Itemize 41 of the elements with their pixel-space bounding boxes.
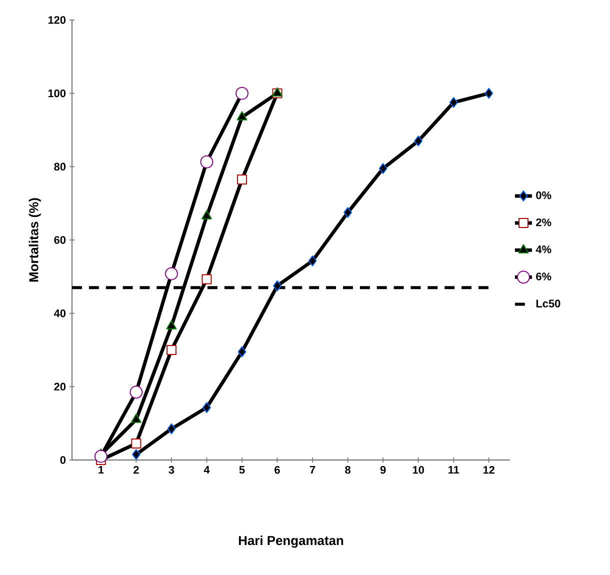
point <box>344 207 352 218</box>
y-tick-label: 0 <box>60 456 66 464</box>
x-tick-label: 9 <box>380 466 386 474</box>
legend-label: Lc50 <box>536 300 560 308</box>
point <box>167 423 176 434</box>
y-tick-label: 100 <box>48 89 66 98</box>
point <box>166 320 177 330</box>
y-tick-label: 120 <box>48 16 66 24</box>
point <box>201 210 212 220</box>
legend-label: 4% <box>536 246 552 254</box>
x-tick-label: 1 <box>98 466 104 474</box>
legend-label: 6% <box>536 272 552 280</box>
point <box>484 88 494 99</box>
x-tick-label: 3 <box>168 466 174 474</box>
point <box>449 97 458 108</box>
y-axis-title: Mortalitas (%) <box>28 198 41 282</box>
x-tick-label: 5 <box>239 466 245 474</box>
x-tick-label: 8 <box>345 466 350 474</box>
point <box>414 136 423 146</box>
x-tick-label: 11 <box>448 466 460 474</box>
point <box>202 402 211 414</box>
point <box>132 449 140 460</box>
y-tick-label: 40 <box>54 309 66 318</box>
x-tick-label: 10 <box>412 466 424 474</box>
point <box>238 346 246 358</box>
legend-label: 2% <box>536 218 552 226</box>
point <box>308 255 317 266</box>
x-tick-label: 6 <box>274 466 280 474</box>
point <box>236 111 248 120</box>
x-tick-label: 2 <box>134 466 139 474</box>
x-axis-title: Hari Pengamatan <box>238 536 344 548</box>
y-tick-label: 80 <box>54 162 66 171</box>
y-tick-label: 60 <box>54 236 66 244</box>
y-tick-label: 20 <box>54 382 66 391</box>
point <box>378 163 388 174</box>
x-tick-label: 7 <box>310 466 316 474</box>
point <box>130 414 142 423</box>
x-tick-label: 12 <box>483 466 495 474</box>
x-tick-label: 4 <box>204 466 210 474</box>
point <box>273 280 282 292</box>
legend-label: 0% <box>536 191 552 200</box>
